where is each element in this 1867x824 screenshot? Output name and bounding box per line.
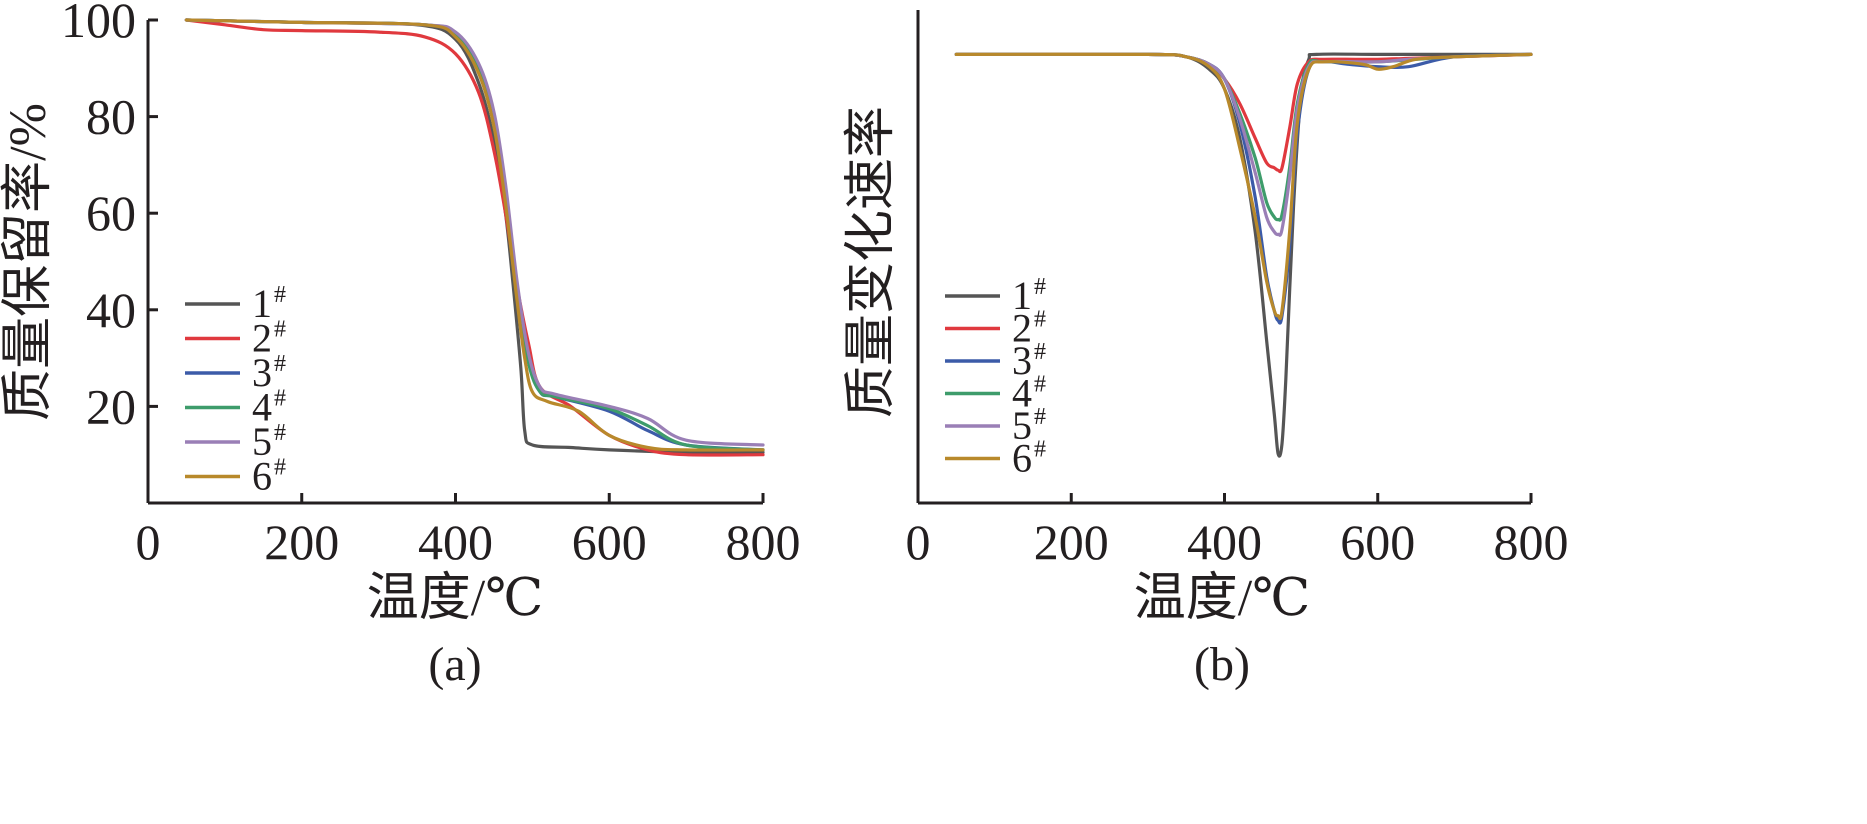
panel-b-legend: 1 #2 #3 #4 #5 #6 # — [945, 273, 1046, 481]
panel-a-caption: (a) — [428, 638, 481, 691]
legend-label-5: 5 — [1012, 403, 1032, 448]
legend-label-4: 4 — [252, 385, 272, 430]
legend-label-1: 1 — [1012, 273, 1032, 318]
x-tick-label: 0 — [906, 514, 931, 570]
x-tick-label: 600 — [572, 514, 647, 570]
legend-sup-6: # — [1034, 437, 1046, 463]
panel-b-y-label: 质量变化速率 — [843, 106, 900, 418]
panel-b-caption: (b) — [1194, 638, 1250, 691]
series-line-6 — [954, 52, 1533, 321]
legend-sup-1: # — [1034, 274, 1046, 300]
legend-label-5: 5 — [252, 419, 272, 464]
panel-b-x-ticks: 0 200 400 600 800 — [906, 493, 1569, 570]
legend-label-4: 4 — [1012, 371, 1032, 416]
y-tick-label: 100 — [61, 0, 136, 48]
y-tick-label: 20 — [86, 378, 136, 434]
legend-sup-5: # — [1034, 404, 1046, 430]
legend-sup-3: # — [274, 351, 286, 377]
y-tick-label: 80 — [86, 89, 136, 145]
legend-sup-5: # — [274, 420, 286, 446]
legend-label-2: 2 — [252, 316, 272, 361]
y-tick-label: 60 — [86, 185, 136, 241]
x-tick-label: 800 — [726, 514, 801, 570]
x-tick-label: 0 — [136, 514, 161, 570]
panel-a-y-label: 质量保留率/% — [0, 103, 57, 421]
x-tick-label: 600 — [1340, 514, 1415, 570]
legend-sup-2: # — [274, 317, 286, 343]
legend-sup-6: # — [274, 455, 286, 481]
legend-label-2: 2 — [1012, 306, 1032, 351]
legend-sup-1: # — [274, 282, 286, 308]
y-tick-label: 40 — [86, 282, 136, 338]
legend-sup-3: # — [1034, 339, 1046, 365]
legend-sup-4: # — [1034, 372, 1046, 398]
panel-b: 0 200 400 600 800 1 #2 #3 #4 #5 #6 # 温度/℃ 质量变化速率 (… — [843, 10, 1569, 691]
legend-label-1: 1 — [252, 281, 272, 326]
panel-b-x-label: 温度/℃ — [1134, 570, 1311, 627]
x-tick-label: 400 — [418, 514, 493, 570]
x-tick-label: 400 — [1187, 514, 1262, 570]
panel-a-x-ticks: 0 200 400 600 800 — [136, 493, 801, 570]
series-line-1 — [954, 52, 1533, 458]
legend-label-3: 3 — [252, 350, 272, 395]
legend-label-6: 6 — [252, 454, 272, 499]
x-tick-label: 200 — [1034, 514, 1109, 570]
series-line-6 — [184, 18, 765, 452]
x-tick-label: 800 — [1494, 514, 1569, 570]
legend-label-6: 6 — [1012, 436, 1032, 481]
panel-a-series — [184, 18, 765, 457]
panel-b-series — [954, 52, 1533, 458]
x-tick-label: 200 — [264, 514, 339, 570]
legend-sup-4: # — [274, 386, 286, 412]
legend-sup-2: # — [1034, 307, 1046, 333]
panel-a-x-label: 温度/℃ — [367, 570, 544, 627]
panel-a-legend: 1 #2 #3 #4 #5 #6 # — [185, 281, 286, 499]
panel-a-y-ticks: 20 40 60 80 100 — [61, 0, 158, 434]
series-line-2 — [184, 18, 765, 457]
legend-label-3: 3 — [1012, 338, 1032, 383]
